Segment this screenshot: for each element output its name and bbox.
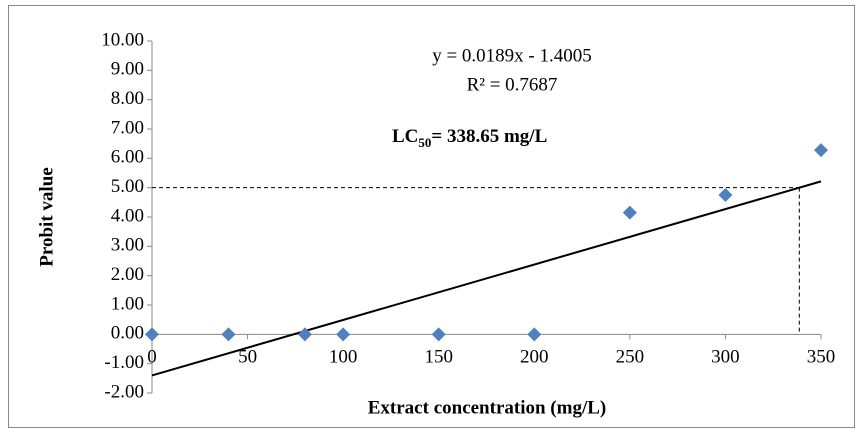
y-tick-label: -1.00 [104,352,144,373]
trendline [151,180,822,377]
x-tick-label: 300 [711,347,740,368]
y-tick-label: 1.00 [111,293,144,314]
point [145,327,159,342]
point [527,327,542,342]
x-tick-label: 100 [329,347,358,368]
lc50-text: = 338.65 mg/L [431,126,547,147]
lc50-prefix: LC [392,126,418,147]
lc50-sub: 50 [418,135,431,150]
y-tick-label: 4.00 [111,205,144,226]
x-tick-label: 250 [616,347,645,368]
y-tick-label: 6.00 [111,147,144,168]
y-tick-label: 3.00 [111,235,144,256]
y-tick-label: 7.00 [111,117,144,138]
y-axis-title: Probit value [36,167,57,266]
x-tick-label: 200 [520,347,549,368]
x-tick-label: 0 [147,347,157,368]
y-tick-label: -2.00 [104,381,144,402]
point [221,327,236,342]
point [336,327,351,342]
equation: y = 0.0189x - 1.4005 [432,45,592,66]
y-tick-label: 2.00 [111,264,144,285]
y-tick-label: 9.00 [111,59,144,80]
x-tick-label: 350 [807,347,836,368]
lc50-label: LC50= 338.65 mg/L [392,126,547,150]
point [297,327,312,342]
y-tick-label: 10.00 [101,29,144,50]
point [718,188,733,202]
y-tick-label: 0.00 [111,323,144,344]
x-tick-label: 50 [238,347,257,368]
y-tick-label: 5.00 [111,176,144,197]
point [814,143,828,158]
y-tick-label: 8.00 [111,88,144,109]
point [431,327,446,342]
point [622,205,637,220]
x-tick-label: 150 [424,347,453,368]
r-squared: R² = 0.7687 [467,74,558,95]
x-axis-title: Extract concentration (mg/L) [368,397,607,418]
